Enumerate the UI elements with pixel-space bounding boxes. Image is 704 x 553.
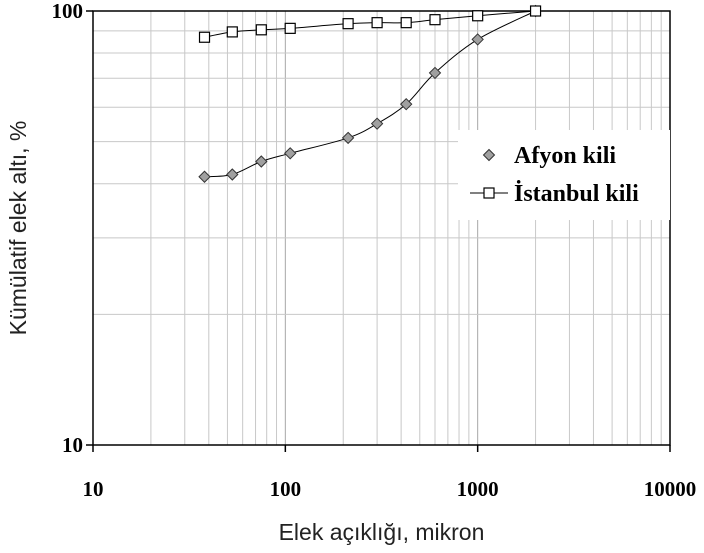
data-point: [428, 66, 442, 80]
y-tick-label: 100: [52, 0, 84, 23]
data-point: [255, 155, 268, 168]
data-point: [283, 147, 297, 160]
x-tick-label: 100: [270, 477, 302, 501]
data-point: [429, 14, 441, 26]
data-point: [400, 17, 412, 29]
data-point: [371, 17, 383, 29]
legend-item: Afyon kili: [482, 143, 616, 169]
data-point: [341, 131, 355, 145]
series-layer: [198, 4, 542, 183]
legend-label: İstanbul kili: [514, 181, 639, 207]
x-tick-label: 10: [83, 477, 104, 501]
x-axis-title: Elek açıklığı, mikron: [279, 519, 485, 545]
legend-marker: [483, 187, 495, 199]
series-line: [204, 10, 536, 38]
legend-marker: [482, 148, 496, 162]
legend: Afyon kili İstanbul kili: [458, 130, 670, 220]
data-point: [342, 18, 354, 30]
data-point: [198, 170, 211, 183]
data-point: [198, 31, 211, 43]
data-point: [471, 33, 484, 46]
x-tick-label: 10000: [644, 477, 697, 501]
data-point: [472, 10, 484, 22]
axis-ticks: [86, 10, 671, 452]
data-point: [284, 22, 296, 34]
data-point: [226, 168, 239, 181]
data-point: [370, 117, 384, 130]
data-point: [399, 97, 413, 111]
legend-label: Afyon kili: [514, 143, 616, 169]
series-line: [204, 10, 536, 178]
grid-lines: [93, 11, 670, 445]
legend-box: [458, 130, 670, 220]
tick-labels: 10 100 1000 10000 10 100: [52, 0, 697, 501]
series-2: [198, 5, 542, 43]
data-point: [529, 5, 542, 17]
data-point: [226, 26, 238, 38]
legend-item: İstanbul kili: [470, 181, 639, 207]
y-axis-title: Kümülatif elek altı, %: [5, 121, 31, 336]
plot-frame: [92, 10, 671, 446]
y-tick-label: 10: [62, 433, 83, 457]
data-point: [255, 24, 267, 36]
x-tick-label: 1000: [457, 477, 499, 501]
